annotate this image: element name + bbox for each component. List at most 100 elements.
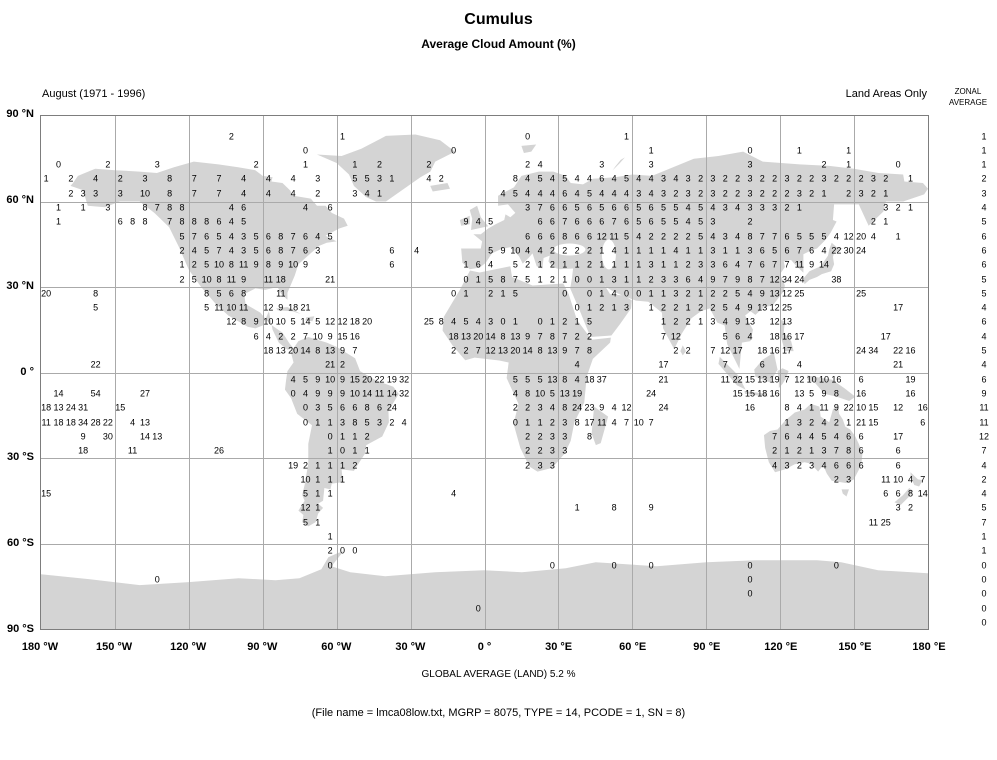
grid-value: 4 [821,417,827,428]
grid-value: 16 [905,345,916,356]
grid-value: 1 [562,274,568,284]
gridline-horizontal [41,543,928,545]
grid-value: 4 [364,188,370,199]
grid-value: 9 [339,345,346,356]
grid-value: 5 [204,245,210,256]
grid-value: 8 [525,388,531,399]
grid-value: 11 [214,302,224,313]
grid-value: 4 [648,188,654,199]
grid-value: 1 [537,259,543,270]
grid-value: 7 [537,331,543,342]
grid-value: 5 [512,374,518,385]
grid-value: 9 [599,402,605,413]
grid-value: 5 [623,173,630,184]
grid-value: 20 [510,345,521,356]
grid-value: 4 [191,245,197,256]
grid-value: 6 [574,231,580,242]
grid-value: 3 [747,245,753,256]
grid-value: 0 [327,431,333,442]
grid-value: 2 [833,417,839,428]
grid-value: 2 [352,460,358,470]
grid-value: 6 [549,202,555,213]
grid-value: 4 [907,474,914,485]
grid-value: 6 [389,259,395,270]
grid-value: 2 [179,274,185,284]
grid-value: 9 [463,216,469,227]
grid-value: 1 [685,302,691,313]
grid-value: 20 [856,231,867,242]
grid-value: 2 [759,188,765,199]
grid-value: 4 [685,216,691,227]
grid-value: 1 [315,488,321,499]
grid-value: 3 [673,274,679,284]
zonal-average-value: 5 [981,216,987,227]
grid-value: 18 [65,417,76,428]
grid-value: 9 [253,316,259,327]
grid-value: 7 [796,245,802,256]
grid-value: 5 [586,188,593,199]
grid-value: 9 [315,374,321,385]
grid-value: 0 [525,131,531,141]
grid-value: 37 [596,374,607,385]
grid-value: 17 [893,302,904,313]
black-sea-shape [553,243,586,256]
zonal-average-value: 1 [981,545,987,556]
grid-value: 12 [485,345,496,356]
grid-value: 1 [895,231,901,242]
grid-value: 2 [685,259,691,270]
grid-value: 7 [216,245,222,256]
grid-value: 4 [574,173,580,184]
lon-axis-label: 60 °E [619,641,647,653]
grid-value: 6 [599,216,605,227]
grid-value: 7 [722,274,728,284]
grid-value: 18 [349,316,360,327]
grid-value: 18 [448,331,459,342]
grid-value: 14 [386,388,397,399]
britain-shape [469,205,489,230]
grid-value: 20 [41,288,52,299]
new-zealand-north-shape [910,472,923,487]
grid-value: 4 [265,173,271,184]
grid-value: 4 [611,417,617,428]
grid-value: 22 [893,345,904,356]
grid-value: 2 [846,173,852,184]
grid-value: 1 [586,302,593,313]
lon-axis-label: 180 °E [912,641,946,653]
grid-value: 32 [399,388,410,399]
grid-value: 5 [525,274,531,284]
grid-value: 19 [386,374,397,385]
grid-value: 2 [735,173,741,184]
grid-value: 3 [562,445,568,456]
lon-axis-label: 30 °W [395,641,426,653]
grid-value: 18 [263,345,274,356]
grid-value: 2 [562,316,568,327]
grid-value: 2 [574,245,580,256]
grid-value: 3 [772,202,778,213]
zonal-average-value: 6 [981,245,987,256]
grid-value: 4 [574,188,580,199]
grid-value: 2 [525,431,531,442]
lat-axis-label: 60 °S [6,537,34,550]
grid-value: 4 [636,173,642,184]
grid-value: 4 [414,245,420,256]
grid-value: 4 [821,245,827,256]
grid-value: 4 [772,460,778,470]
grid-value: 2 [809,417,815,428]
gridline-horizontal [41,201,928,203]
coverage-label: Land Areas Only [845,88,927,100]
borneo-shape [754,352,778,383]
zonal-average-value: 4 [981,302,987,313]
grid-value: 3 [80,188,86,199]
grid-value: 21 [856,417,867,428]
grid-value: 7 [784,259,790,270]
grid-value: 0 [574,274,580,284]
zonal-average-value: 11 [979,417,989,428]
grid-value: 9 [327,331,333,342]
grid-value: 4 [228,216,234,227]
grid-value: 6 [352,402,358,413]
grid-value: 8 [93,288,99,299]
grid-value: 5 [488,216,494,227]
grid-value: 34 [868,345,879,356]
grid-value: 5 [488,245,494,256]
grid-value: 5 [253,231,259,242]
